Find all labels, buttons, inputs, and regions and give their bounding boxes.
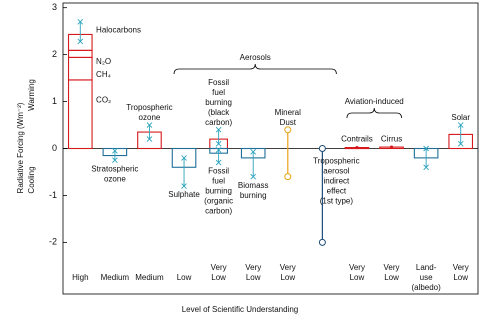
x-tick-label: use	[420, 273, 433, 282]
stack-segment	[67, 79, 93, 150]
error-cap	[112, 148, 118, 154]
forcing-label: (black	[208, 108, 230, 117]
segment-label: CO₂	[96, 95, 111, 104]
forcing-label: aerosol	[323, 167, 349, 176]
x-tick-label: Low	[453, 273, 468, 282]
error-cap	[77, 38, 84, 45]
forcing-label: burning	[240, 191, 267, 200]
forcing-label: (organic	[204, 197, 233, 206]
stack-segment	[67, 56, 93, 81]
forcing-label: ozone	[104, 174, 126, 183]
x-tick-label: Very	[453, 263, 469, 272]
brace	[346, 107, 402, 119]
forcing-label: Fossil	[208, 167, 229, 176]
brace	[173, 63, 337, 75]
error-cap	[215, 159, 222, 166]
y-axis-label: Radiative Forcing (Wm⁻²)	[16, 102, 25, 193]
error-end	[318, 145, 326, 152]
forcing-label: Dust	[280, 118, 297, 127]
forcing-label: burning	[205, 98, 232, 107]
error-cap	[423, 145, 429, 152]
error-cap	[457, 122, 464, 128]
bar-dot	[355, 145, 359, 150]
x-tick-label: Low	[384, 273, 399, 282]
stack-segment	[67, 49, 93, 58]
forcing-label: Contrails	[341, 135, 373, 144]
forcing-label: carbon)	[205, 118, 232, 127]
forcing-label: Solar	[451, 113, 470, 122]
y-tick-label: 2	[52, 49, 57, 59]
forcing-label: Cirrus	[381, 135, 402, 144]
y-tick-label: -1	[49, 190, 57, 200]
forcing-label: fuel	[212, 88, 225, 97]
x-tick-label: (albedo)	[411, 283, 441, 292]
error-cap	[215, 140, 222, 147]
error-cap	[215, 126, 222, 133]
forcing-label: effect	[327, 187, 347, 196]
segment-label: CH₄	[96, 70, 111, 79]
error-cap	[250, 173, 257, 180]
forcing-label: Tropospheric	[126, 103, 172, 112]
forcing-label: fuel	[212, 177, 225, 186]
error-cap	[423, 164, 429, 171]
error-end	[318, 238, 326, 246]
bar-dot	[389, 145, 394, 149]
x-tick-label: High	[72, 273, 88, 282]
error-cap	[250, 148, 257, 155]
x-tick-label: Land-	[416, 263, 437, 272]
forcing-label: Mineral	[275, 108, 301, 117]
forcing-label: Tropospheric	[313, 157, 359, 166]
x-tick-label: Low	[211, 273, 226, 282]
error-cap	[146, 122, 153, 128]
error-end	[284, 173, 292, 181]
forcing-label: burning	[205, 187, 232, 196]
error-cap	[146, 136, 153, 142]
error-end	[284, 126, 292, 134]
forcing-label: (1st type)	[320, 197, 354, 206]
y-tick-label: 1	[52, 96, 57, 106]
brace-label: Aviation-induced	[345, 97, 404, 106]
error-cap	[181, 155, 187, 161]
x-tick-label: Low	[246, 273, 261, 282]
forcing-label: Biomass	[238, 181, 269, 190]
forcing-label: indirect	[323, 177, 350, 186]
x-tick-label: Low	[177, 273, 192, 282]
error-cap	[112, 157, 118, 164]
x-tick-label: Very	[211, 263, 227, 272]
x-tick-label: Medium	[135, 273, 164, 282]
forcing-label: Fossil	[208, 78, 229, 87]
x-tick-label: Medium	[101, 273, 130, 282]
y-tick-label: -2	[49, 237, 57, 247]
x-axis-label: Level of Scientific Understanding	[182, 305, 299, 314]
forcing-label: Sulphate	[168, 190, 200, 199]
error-cap	[181, 183, 187, 189]
forcing-label: Stratospheric	[91, 164, 138, 173]
warming-label: Warming	[27, 79, 36, 111]
brace-label: Aerosols	[240, 53, 271, 62]
x-tick-label: Low	[280, 273, 295, 282]
x-tick-label: Very	[384, 263, 400, 272]
forcing-label: ozone	[139, 113, 161, 122]
error-cap	[77, 18, 84, 25]
segment-label: N₂O	[96, 57, 111, 66]
y-tick-label: 3	[52, 2, 57, 12]
error-cap	[457, 140, 464, 147]
cooling-label: Cooling	[27, 166, 36, 193]
segment-label: Halocarbons	[96, 26, 141, 35]
y-tick-label: 0	[52, 143, 57, 153]
x-tick-label: Low	[350, 273, 365, 282]
forcing-label: carbon)	[205, 207, 232, 216]
x-tick-label: Very	[349, 263, 365, 272]
x-tick-label: Very	[245, 263, 261, 272]
error-cap	[215, 147, 222, 153]
x-tick-label: Very	[280, 263, 296, 272]
